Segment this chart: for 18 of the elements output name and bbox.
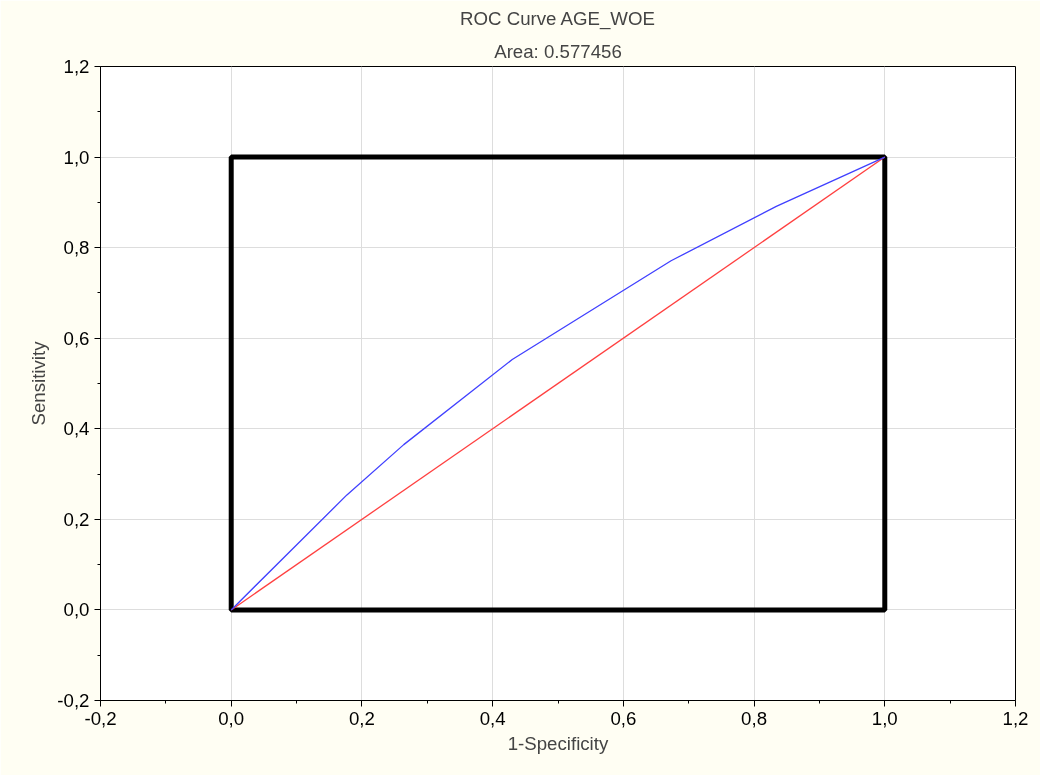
y-axis-title: Sensitivity: [28, 340, 50, 426]
x-tick-label: 0,2: [348, 707, 375, 729]
y-tick-label: 1,0: [63, 146, 90, 168]
x-tick-label: 0,4: [479, 707, 506, 729]
y-tick-label: 0,8: [63, 237, 90, 259]
y-tick-label: 0,2: [63, 508, 90, 530]
x-tick-label: 1,0: [871, 707, 898, 729]
x-tick-label: 0,8: [741, 707, 768, 729]
chart-title: ROC Curve AGE_WOE: [460, 7, 655, 30]
y-tick-label: 1,2: [63, 56, 90, 77]
chart-subtitle: Area: 0.577456: [494, 40, 622, 62]
x-tick-label: 1,2: [1002, 707, 1029, 729]
y-tick-label: 0,0: [63, 599, 90, 621]
y-tick-label: 0,6: [63, 327, 90, 349]
x-axis-title: 1-Specificity: [507, 732, 609, 754]
y-tick-label: 0,4: [63, 418, 90, 440]
x-tick-label: 0,6: [610, 707, 637, 729]
x-tick-label: 0,0: [218, 707, 245, 729]
